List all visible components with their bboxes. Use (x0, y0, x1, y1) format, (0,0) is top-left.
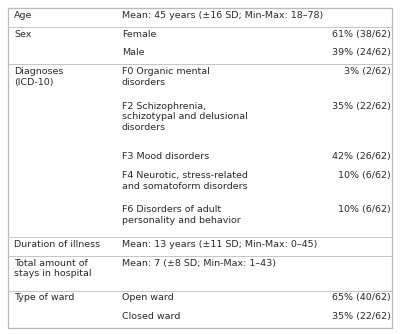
Text: Age: Age (14, 11, 32, 20)
Text: Type of ward: Type of ward (14, 293, 74, 302)
Text: 35% (22/62): 35% (22/62) (332, 102, 391, 111)
Text: Total amount of
stays in hospital: Total amount of stays in hospital (14, 259, 92, 279)
Text: Mean: 45 years (±16 SD; Min-Max: 18–78): Mean: 45 years (±16 SD; Min-Max: 18–78) (122, 11, 323, 20)
Text: 39% (24/62): 39% (24/62) (332, 48, 391, 57)
Text: 3% (2/62): 3% (2/62) (344, 67, 391, 76)
Text: Diagnoses
(ICD-10): Diagnoses (ICD-10) (14, 67, 63, 87)
Text: 35% (22/62): 35% (22/62) (332, 312, 391, 321)
Text: Female: Female (122, 30, 156, 39)
Text: Open ward: Open ward (122, 293, 174, 302)
Text: Mean: 13 years (±11 SD; Min-Max: 0–45): Mean: 13 years (±11 SD; Min-Max: 0–45) (122, 240, 317, 249)
Text: Male: Male (122, 48, 144, 57)
Text: F0 Organic mental
disorders: F0 Organic mental disorders (122, 67, 210, 87)
Text: Duration of illness: Duration of illness (14, 240, 100, 249)
Text: Mean: 7 (±8 SD; Min-Max: 1–43): Mean: 7 (±8 SD; Min-Max: 1–43) (122, 259, 276, 268)
Text: 10% (6/62): 10% (6/62) (338, 205, 391, 214)
Text: 42% (26/62): 42% (26/62) (332, 152, 391, 161)
Text: Closed ward: Closed ward (122, 312, 180, 321)
Text: F2 Schizophrenia,
schizotypal and delusional
disorders: F2 Schizophrenia, schizotypal and delusi… (122, 102, 248, 132)
Text: Sex: Sex (14, 30, 31, 39)
Text: 65% (40/62): 65% (40/62) (332, 293, 391, 302)
Text: F6 Disorders of adult
personality and behavior: F6 Disorders of adult personality and be… (122, 205, 241, 225)
Text: 61% (38/62): 61% (38/62) (332, 30, 391, 39)
Text: F4 Neurotic, stress-related
and somatoform disorders: F4 Neurotic, stress-related and somatofo… (122, 171, 248, 191)
Text: 10% (6/62): 10% (6/62) (338, 171, 391, 180)
Text: F3 Mood disorders: F3 Mood disorders (122, 152, 209, 161)
